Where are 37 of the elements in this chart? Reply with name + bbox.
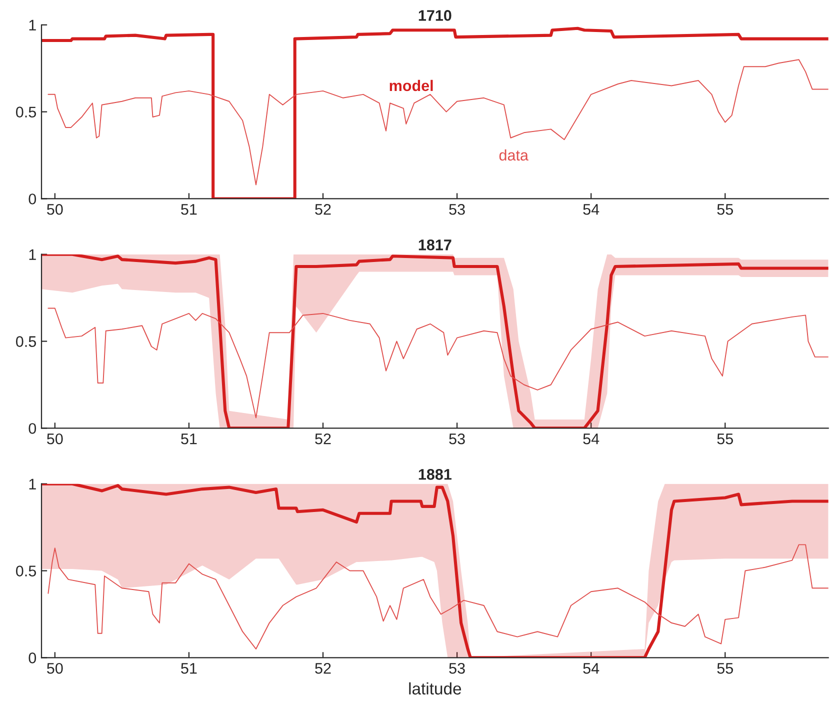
- x-tick-label: 55: [717, 434, 733, 444]
- y-tick-label: 1: [29, 249, 36, 260]
- chart-title: 1817: [418, 240, 452, 250]
- x-tick-label: 50: [47, 433, 63, 444]
- chart-title: 1710: [418, 10, 452, 21]
- y-tick-label: 0.5: [16, 336, 36, 347]
- line-series: [42, 26, 828, 199]
- y-tick-label: 0: [28, 423, 36, 434]
- x-tick-label: 53: [449, 662, 465, 674]
- x-tick-label: 55: [717, 663, 733, 674]
- x-tick-label: 51: [181, 204, 197, 215]
- x-tick-label: 52: [315, 204, 331, 215]
- x-tick-label: 54: [583, 434, 600, 444]
- x-tick-label: 53: [449, 433, 465, 444]
- chart-title: 1881: [418, 468, 452, 480]
- x-tick-label: 50: [47, 204, 63, 215]
- y-tick-label: 0: [28, 194, 36, 204]
- x-tick-label: 52: [315, 662, 331, 674]
- y-tick-label: 0.5: [16, 566, 36, 576]
- x-axis-title: latitude: [409, 682, 462, 695]
- x-tick-label: 55: [717, 204, 733, 215]
- y-tick-label: 0.5: [16, 106, 36, 118]
- line-series: [48, 308, 828, 418]
- text: model: [390, 80, 433, 92]
- y-tick-label: 1: [29, 20, 36, 30]
- x-tick-label: 53: [449, 204, 465, 215]
- x-tick-label: 50: [47, 662, 63, 674]
- x-tick-label: 54: [583, 204, 600, 215]
- y-tick-label: 0: [28, 652, 36, 664]
- line-series: [48, 544, 828, 650]
- y-tick-label: 1: [29, 478, 36, 490]
- x-tick-label: 51: [181, 663, 197, 674]
- x-tick-label: 51: [181, 434, 197, 444]
- line-series: [48, 59, 828, 186]
- series-label: data: [499, 149, 528, 161]
- x-tick-label: 52: [315, 433, 331, 444]
- x-tick-label: 54: [583, 663, 600, 674]
